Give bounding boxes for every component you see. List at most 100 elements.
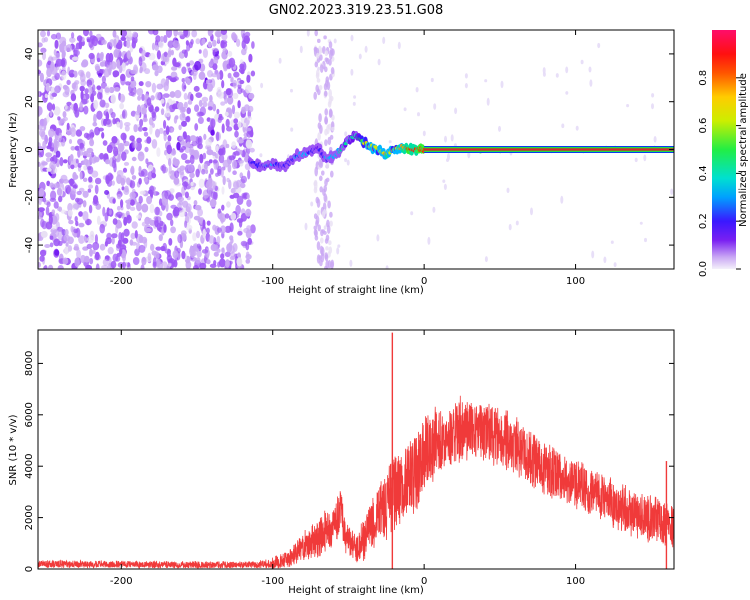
noise-blob: [117, 221, 123, 229]
noise-blob: [110, 260, 117, 269]
noise-blob: [86, 147, 94, 154]
noise-blob: [92, 121, 98, 127]
noise-blob: [68, 219, 74, 225]
noise-blob: [220, 30, 227, 35]
noise-blob: [231, 141, 237, 149]
noise-blob: [118, 231, 122, 242]
noise-blob: [116, 205, 121, 211]
noise-blob: [227, 95, 234, 105]
noise-blob: [48, 214, 53, 225]
colorbar-gradient: [712, 30, 736, 269]
noise-blob: [319, 54, 323, 61]
noise-blob: [78, 211, 83, 217]
noise-blob: [43, 36, 49, 43]
noise-blob: [138, 56, 143, 67]
noise-blob: [80, 90, 84, 101]
noise-blob: [126, 177, 131, 185]
noise-blob: [212, 39, 217, 47]
noise-blob: [43, 122, 47, 131]
noise-blob: [67, 202, 73, 212]
x-tick-label: -200: [110, 276, 133, 287]
noise-blob: [39, 72, 45, 83]
noise-blob: [196, 230, 200, 239]
noise-blob: [48, 128, 55, 138]
noise-blob: [55, 150, 61, 158]
noise-blob: [63, 234, 71, 242]
noise-blob: [115, 211, 123, 218]
noise-blob: [94, 184, 99, 195]
noise-blob: [195, 92, 203, 98]
noise-blob: [634, 157, 638, 163]
noise-blob: [116, 174, 122, 185]
noise-blob: [130, 76, 135, 82]
noise-blob: [88, 52, 95, 60]
noise-blob: [232, 92, 239, 100]
noise-blob: [221, 186, 225, 195]
noise-blob: [323, 83, 328, 91]
noise-blob: [144, 216, 151, 225]
noise-blob: [229, 194, 235, 199]
noise-blob: [106, 232, 112, 240]
noise-blob: [316, 69, 320, 77]
noise-blob: [111, 233, 118, 239]
noise-blob: [173, 259, 178, 268]
noise-blob: [247, 105, 254, 113]
noise-blob: [415, 87, 419, 93]
noise-blob: [244, 31, 251, 38]
noise-blob: [108, 209, 112, 216]
noise-blob: [241, 48, 247, 56]
noise-blob: [116, 193, 122, 200]
noise-blob: [38, 161, 41, 167]
noise-blob: [133, 140, 138, 149]
noise-blob: [101, 39, 107, 45]
noise-blob: [218, 113, 223, 119]
noise-blob: [105, 111, 110, 122]
noise-blob: [555, 73, 559, 78]
noise-blob: [216, 131, 220, 142]
noise-blob: [205, 79, 209, 84]
noise-blob: [245, 208, 252, 217]
noise-blob: [205, 138, 212, 147]
noise-blob: [228, 155, 236, 161]
noise-blob: [195, 257, 201, 264]
noise-blob: [69, 37, 76, 43]
noise-blob: [208, 159, 213, 164]
colorbar-tick-label: 0.0: [698, 261, 709, 277]
noise-blob: [235, 204, 241, 215]
noise-blob: [202, 152, 207, 160]
noise-blob: [61, 118, 66, 124]
noise-blob: [38, 106, 43, 116]
noise-blob: [403, 107, 407, 112]
noise-blob: [243, 227, 250, 234]
noise-blob: [73, 232, 77, 238]
noise-blob: [129, 180, 136, 189]
noise-blob: [603, 256, 607, 264]
noise-blob: [225, 118, 230, 128]
noise-blob: [225, 259, 230, 268]
noise-blob: [73, 228, 79, 234]
noise-blob: [194, 60, 202, 71]
noise-blob: [50, 164, 55, 175]
noise-blob: [99, 53, 104, 62]
noise-blob: [168, 165, 172, 175]
y-tick-label: -40: [24, 237, 35, 253]
noise-blob: [121, 62, 126, 72]
noise-blob: [327, 123, 332, 130]
noise-blob: [324, 50, 329, 57]
noise-blob: [181, 153, 188, 161]
noise-blob: [137, 151, 145, 162]
noise-blob: [220, 225, 227, 234]
noise-blob: [120, 36, 127, 41]
noise-blob: [92, 84, 96, 92]
noise-blob: [237, 139, 244, 144]
noise-blob: [76, 249, 81, 259]
noise-blob: [82, 190, 89, 198]
noise-blob: [156, 147, 161, 158]
noise-blob: [318, 158, 323, 168]
noise-blob: [319, 186, 324, 193]
noise-blob: [89, 138, 95, 147]
noise-blob: [190, 181, 194, 187]
noise-blob: [48, 141, 52, 149]
noise-blob: [148, 52, 156, 61]
noise-blob: [239, 63, 245, 70]
